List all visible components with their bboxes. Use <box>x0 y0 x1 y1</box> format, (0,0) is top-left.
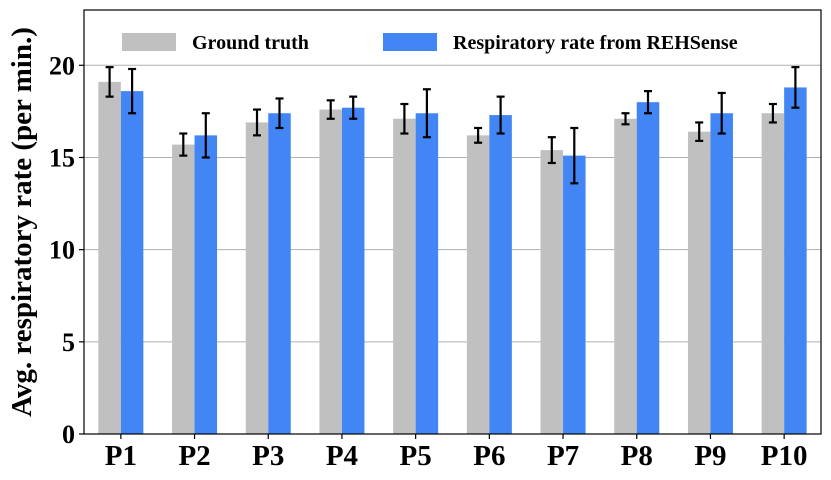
error-bar <box>422 88 431 139</box>
error-bar <box>695 121 704 142</box>
y-tick-label: 20 <box>49 51 75 80</box>
bar-rehsense-p6 <box>489 115 512 435</box>
bar-rehsense-p4 <box>341 107 365 434</box>
bar-rehsense-p9 <box>710 113 733 435</box>
legend-label: Ground truth <box>192 32 309 54</box>
error-bar <box>621 112 630 126</box>
error-bar <box>275 97 284 130</box>
bar-rehsense-p10 <box>784 87 807 434</box>
error-bar <box>201 112 210 159</box>
legend-swatch <box>383 33 437 51</box>
bar-ground-truth-p10 <box>761 113 785 435</box>
error-bar <box>791 66 800 109</box>
x-tick-label: P3 <box>252 440 284 472</box>
plot-frame <box>83 9 822 435</box>
bars <box>98 81 807 435</box>
x-tick-label: P7 <box>547 440 579 472</box>
x-tick-label: P1 <box>105 440 137 472</box>
x-tick-label: P2 <box>178 440 210 472</box>
error-bar <box>400 102 409 135</box>
error-bar <box>474 126 483 144</box>
error-bar <box>547 136 556 165</box>
error-bar <box>496 95 505 135</box>
error-bar <box>326 99 335 120</box>
bar-ground-truth-p5 <box>393 118 416 434</box>
bar-ground-truth-p1 <box>98 81 121 434</box>
bar-rehsense-p8 <box>636 102 660 434</box>
error-bar <box>105 66 114 98</box>
error-bar <box>253 108 261 137</box>
bar-rehsense-p2 <box>194 135 218 435</box>
axes: P1 P2 P3 P4 P5 P6 P7 P8 P9 P10 0 5 10 15 20 <box>49 9 822 472</box>
y-tick-label: 15 <box>49 143 75 172</box>
x-tick-label: P8 <box>621 440 653 472</box>
bar-ground-truth-p6 <box>466 135 490 435</box>
legend-label: Respiratory rate from REHSense <box>453 32 738 54</box>
error-bar <box>128 67 137 115</box>
bar-ground-truth-p7 <box>540 150 564 434</box>
legend-item: Ground truth <box>122 32 309 54</box>
y-axis-label: Avg. respiratory rate (per min.) <box>6 27 38 417</box>
bar-rehsense-p3 <box>268 113 291 435</box>
bar-ground-truth-p9 <box>687 131 711 435</box>
bar-ground-truth-p8 <box>614 118 637 434</box>
x-tick-label: P10 <box>761 440 808 472</box>
error-bar <box>717 91 726 135</box>
x-tick-label: P4 <box>326 440 358 472</box>
bar-rehsense-p7 <box>563 155 586 435</box>
x-tick-label: P6 <box>473 440 505 472</box>
error-bar <box>570 126 579 185</box>
legend: Ground truth Respiratory rate from REHSen… <box>122 32 738 54</box>
bar-ground-truth-p3 <box>245 122 269 434</box>
y-tick-label: 0 <box>62 420 75 449</box>
bar-ground-truth-p4 <box>319 109 342 435</box>
bar-rehsense-p1 <box>120 91 144 435</box>
error-bar <box>179 132 188 157</box>
error-bar <box>644 90 652 115</box>
x-tick-label: P5 <box>400 440 432 472</box>
y-tick-label: 10 <box>49 236 75 265</box>
x-tick-label: P9 <box>694 440 726 472</box>
bar-ground-truth-p2 <box>172 144 195 434</box>
y-tick-label: 5 <box>62 328 75 357</box>
bar-rehsense-p5 <box>415 113 439 435</box>
legend-item: Respiratory rate from REHSense <box>383 32 738 54</box>
error-bars <box>105 66 800 185</box>
error-bar <box>768 102 777 124</box>
legend-swatch <box>122 33 176 51</box>
error-bar <box>349 95 358 120</box>
